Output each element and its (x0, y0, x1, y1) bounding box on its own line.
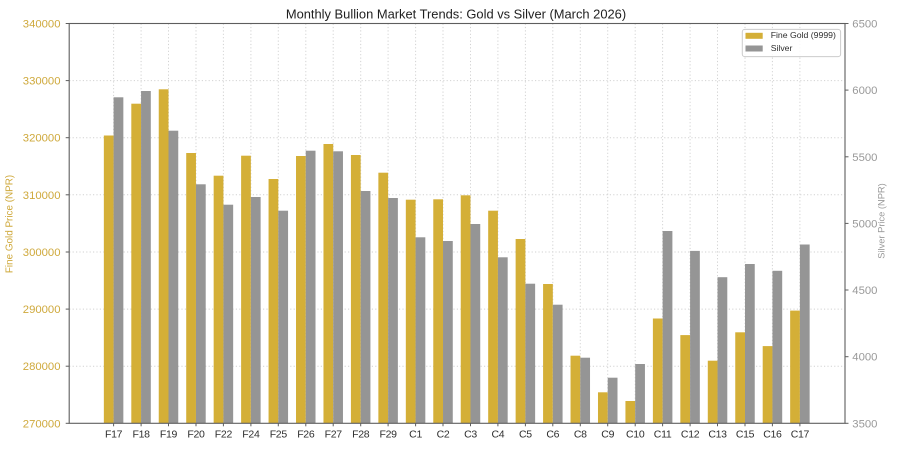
svg-text:C8: C8 (574, 429, 587, 441)
svg-text:300000: 300000 (23, 247, 61, 259)
svg-text:C5: C5 (519, 429, 532, 441)
svg-text:C6: C6 (546, 429, 559, 441)
svg-text:C13: C13 (708, 429, 727, 441)
svg-text:F17: F17 (105, 429, 123, 441)
svg-text:F19: F19 (160, 429, 178, 441)
svg-text:330000: 330000 (23, 76, 61, 88)
svg-text:6500: 6500 (852, 19, 877, 31)
svg-text:C2: C2 (437, 429, 450, 441)
svg-text:C12: C12 (681, 429, 700, 441)
svg-text:C16: C16 (763, 429, 782, 441)
svg-text:340000: 340000 (23, 19, 61, 31)
svg-text:4000: 4000 (852, 352, 877, 364)
svg-text:310000: 310000 (23, 190, 61, 202)
svg-text:F18: F18 (132, 429, 150, 441)
svg-text:F27: F27 (325, 429, 343, 441)
svg-text:C3: C3 (464, 429, 477, 441)
svg-text:Fine Gold (9999): Fine Gold (9999) (771, 30, 836, 40)
svg-text:5000: 5000 (852, 218, 877, 230)
svg-text:F26: F26 (297, 429, 315, 441)
svg-text:290000: 290000 (23, 304, 61, 316)
svg-text:C1: C1 (409, 429, 422, 441)
svg-text:Silver: Silver (771, 43, 793, 53)
svg-text:4500: 4500 (852, 285, 877, 297)
svg-text:C9: C9 (601, 429, 614, 441)
svg-text:Silver Price (NPR): Silver Price (NPR) (877, 183, 887, 258)
svg-text:280000: 280000 (23, 361, 61, 373)
svg-text:C11: C11 (654, 429, 672, 441)
svg-text:Fine Gold Price (NPR): Fine Gold Price (NPR) (5, 175, 16, 273)
svg-text:F28: F28 (352, 429, 370, 441)
svg-text:3500: 3500 (852, 418, 877, 430)
svg-text:5500: 5500 (852, 152, 877, 164)
svg-text:C17: C17 (791, 429, 810, 441)
svg-text:C10: C10 (626, 429, 645, 441)
svg-text:6000: 6000 (852, 85, 877, 97)
svg-text:C15: C15 (736, 429, 755, 441)
svg-text:Monthly Bullion Market Trends:: Monthly Bullion Market Trends: Gold vs S… (286, 7, 626, 22)
svg-text:320000: 320000 (23, 133, 61, 145)
svg-text:F22: F22 (215, 429, 233, 441)
svg-text:F20: F20 (187, 429, 205, 441)
svg-text:F24: F24 (242, 429, 260, 441)
svg-text:F29: F29 (379, 429, 397, 441)
svg-text:270000: 270000 (23, 418, 61, 430)
svg-text:C4: C4 (491, 429, 504, 441)
svg-text:F25: F25 (270, 429, 288, 441)
